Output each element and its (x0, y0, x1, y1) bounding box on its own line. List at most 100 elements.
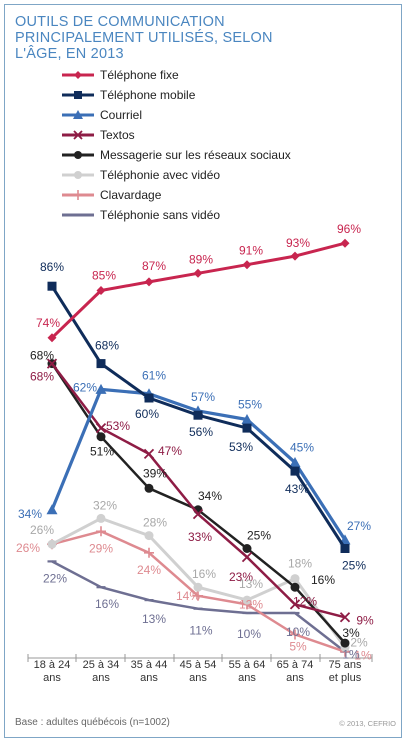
data-point-4-5 (290, 582, 300, 592)
x-tick-label-2-0: 35 à 44 (131, 659, 168, 671)
data-label-0-3: 89% (189, 252, 213, 266)
legend-marker-4 (74, 151, 82, 159)
data-label-2-5: 45% (290, 441, 314, 455)
data-point-1-2 (144, 393, 154, 403)
data-point-2-1 (95, 383, 107, 394)
data-label-5-3: 16% (192, 567, 216, 581)
data-point-2-4 (241, 414, 253, 424)
data-point-6-1 (96, 526, 106, 537)
data-label-1-4: 53% (229, 440, 253, 454)
data-label-5-5: 18% (288, 557, 312, 571)
data-label-4-5: 16% (311, 573, 335, 587)
data-point-0-4 (242, 260, 252, 270)
data-point-0-3 (193, 268, 203, 278)
data-point-3-6 (339, 612, 351, 623)
data-label-3-1: 53% (106, 419, 130, 433)
data-label-3-4: 23% (229, 570, 253, 584)
data-label-3-2: 47% (158, 444, 182, 458)
data-label-3-3: 33% (188, 530, 212, 544)
data-point-5-2 (144, 531, 154, 541)
legend-label-0: Téléphone fixe (100, 68, 179, 82)
copyright-credit: © 2013, CEFRIO (339, 719, 396, 728)
data-label-7-6: 1% (342, 648, 360, 662)
data-label-0-0: 74% (36, 316, 60, 330)
data-label-2-1: 62% (73, 380, 97, 394)
x-tick-label-0-1: ans (43, 672, 61, 684)
data-point-5-3 (193, 582, 203, 592)
legend-label-2: Courriel (100, 108, 142, 122)
data-point-0-5 (290, 251, 300, 261)
data-label-1-6: 25% (342, 559, 366, 573)
data-point-1-0 (47, 281, 57, 291)
data-label-1-0: 86% (40, 260, 64, 274)
data-label-7-3: 11% (189, 624, 212, 638)
data-label-4-2: 39% (143, 466, 167, 480)
data-label-3-6: 9% (356, 613, 374, 627)
data-label-6-6: 1% (354, 649, 372, 663)
data-label-2-2: 61% (142, 369, 166, 383)
data-label-1-3: 56% (189, 425, 213, 439)
data-label-1-1: 68% (95, 339, 119, 353)
data-label-5-1: 32% (93, 498, 117, 512)
chart-title: OUTILS DE COMMUNICATION PRINCIPALEMENT U… (15, 14, 375, 62)
data-label-5-0: 26% (30, 523, 54, 537)
data-label-6-2: 24% (137, 563, 161, 577)
data-label-7-4: 10% (237, 627, 261, 641)
x-tick-label-4-0: 55 à 64 (229, 659, 266, 671)
data-point-1-4 (242, 423, 252, 433)
data-label-7-2: 13% (142, 612, 166, 626)
data-label-1-5: 43% (285, 482, 309, 496)
data-label-4-0: 68% (30, 349, 54, 363)
legend-label-3: Textos (100, 128, 135, 142)
data-point-4-2 (144, 483, 154, 493)
data-point-5-4 (242, 595, 252, 605)
data-point-3-0 (46, 358, 58, 369)
x-tick-label-6-0: 75 ans (328, 659, 362, 671)
legend-marker-0 (74, 71, 82, 79)
chart-title-line-1: OUTILS DE COMMUNICATION (15, 14, 225, 30)
footer-note: Base : adultes québécois (n=1002) (15, 717, 170, 728)
data-point-6-5 (290, 629, 300, 640)
data-label-5-6: 2% (350, 635, 368, 649)
data-point-0-6 (340, 238, 350, 248)
data-point-4-1 (96, 432, 106, 442)
data-label-4-4: 25% (247, 529, 271, 543)
data-label-5-2: 28% (143, 516, 167, 530)
x-tick-label-1-1: ans (92, 672, 110, 684)
data-label-2-3: 57% (191, 390, 215, 404)
data-point-5-0 (47, 539, 57, 549)
data-label-0-6: 96% (337, 222, 361, 236)
legend-label-5: Téléphonie avec vidéo (100, 168, 220, 182)
x-tick-label-0-0: 18 à 24 (34, 659, 71, 671)
legend-marker-1 (74, 91, 82, 99)
legend-marker-5 (74, 171, 82, 179)
x-tick-label-4-1: ans (238, 672, 256, 684)
data-point-6-3 (193, 590, 203, 601)
legend-label-4: Messagerie sur les réseaux sociaux (100, 148, 291, 162)
data-point-5-1 (96, 513, 106, 523)
data-point-3-3 (192, 508, 204, 520)
data-label-6-3: 14% (176, 589, 200, 603)
data-point-0-0 (47, 333, 57, 343)
data-label-4-3: 34% (198, 489, 222, 503)
x-tick-label-3-0: 45 à 54 (180, 659, 217, 671)
data-label-3-5: 12% (293, 594, 317, 608)
x-tick-label-5-1: ans (286, 672, 304, 684)
data-point-1-6 (340, 544, 350, 553)
data-point-4-4 (242, 544, 252, 553)
data-label-0-1: 85% (92, 269, 116, 283)
data-point-1-3 (193, 410, 203, 420)
data-label-4-1: 51% (90, 445, 114, 459)
x-tick-label-6-1: et plus (329, 672, 362, 684)
x-tick-label-3-1: ans (189, 672, 207, 684)
data-label-0-2: 87% (142, 259, 166, 273)
chart-title-line-2: PRINCIPALEMENT UTILISÉS, SELON (15, 30, 273, 46)
data-label-7-0: 22% (43, 571, 67, 585)
legend-marker-3 (73, 130, 83, 140)
data-label-0-5: 93% (286, 236, 310, 250)
data-point-6-2 (144, 547, 154, 558)
data-point-2-0 (46, 504, 58, 515)
data-label-3-0: 68% (30, 370, 54, 384)
data-label-6-0: 26% (16, 541, 40, 555)
data-label-4-6: 3% (342, 626, 360, 640)
